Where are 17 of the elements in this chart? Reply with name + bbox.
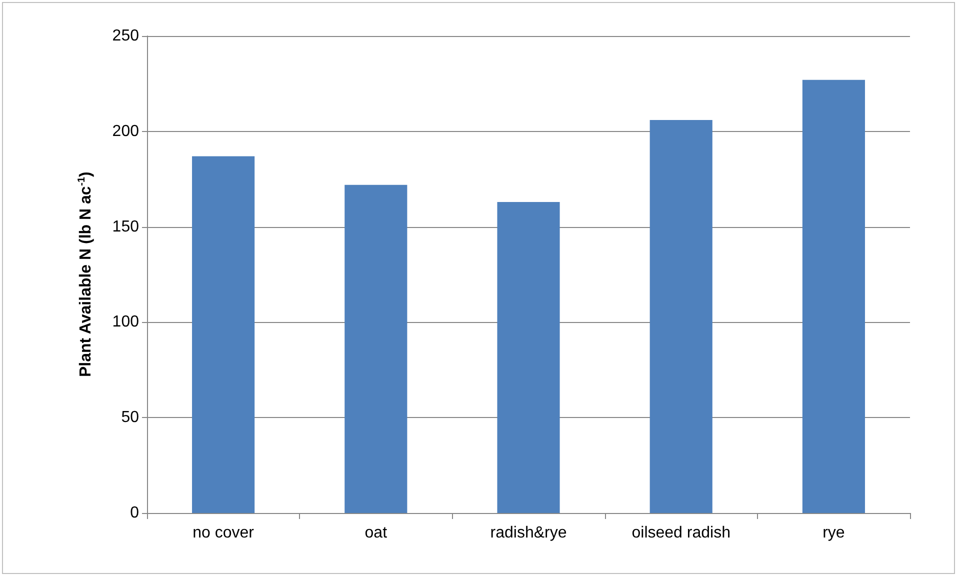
x-tick-label: no cover	[192, 524, 255, 542]
y-tick-label: 50	[121, 409, 140, 426]
y-tick-label: 0	[130, 504, 140, 522]
bar	[650, 120, 712, 513]
x-tick-label: oilseed radish	[632, 524, 730, 542]
bar	[344, 184, 408, 513]
bar	[192, 156, 255, 513]
x-tick-label: rye	[822, 524, 845, 542]
x-tick-label: radish&rye	[490, 524, 567, 542]
y-axis-title: Plant Available N (lb N ac-1)	[76, 172, 94, 378]
bar	[802, 80, 865, 513]
y-tick-label: 250	[112, 28, 140, 44]
y-tick-label: 100	[112, 314, 140, 331]
y-tick-label: 200	[112, 122, 140, 140]
y-tick-label: 150	[112, 218, 140, 236]
bar	[497, 202, 560, 513]
x-tick-label: oat	[364, 524, 388, 542]
